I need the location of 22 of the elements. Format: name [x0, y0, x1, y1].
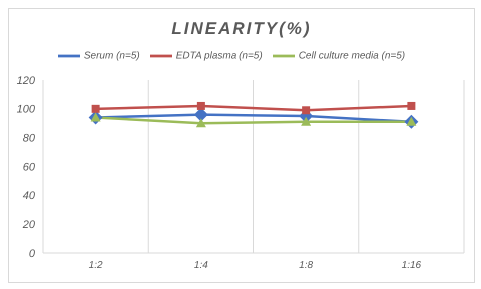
y-tick-label: 40 [22, 190, 36, 202]
legend-label: EDTA plasma (n=5) [176, 50, 263, 62]
x-tick-label: 1:4 [194, 260, 208, 272]
x-tick-label: 1:8 [299, 260, 314, 272]
legend-label: Cell culture media (n=5) [298, 50, 406, 62]
y-tick-label: 80 [22, 132, 36, 145]
point [196, 102, 205, 110]
point [194, 108, 208, 122]
point [407, 102, 416, 110]
chart-title: LINEARITY(%) [170, 19, 313, 40]
y-tick-label: 100 [16, 104, 36, 116]
point [301, 116, 312, 126]
y-tick-label: 60 [22, 161, 36, 174]
y-tick-label: 20 [22, 219, 36, 232]
x-tick-label: 1:2 [88, 260, 104, 272]
point [302, 106, 310, 114]
point [196, 118, 206, 128]
y-tick-label: 120 [16, 74, 36, 87]
point [92, 104, 100, 113]
x-tick-label: 1:16 [402, 260, 422, 272]
legend-label: Serum (n=5) [84, 50, 140, 62]
y-tick-label: 0 [28, 248, 36, 260]
